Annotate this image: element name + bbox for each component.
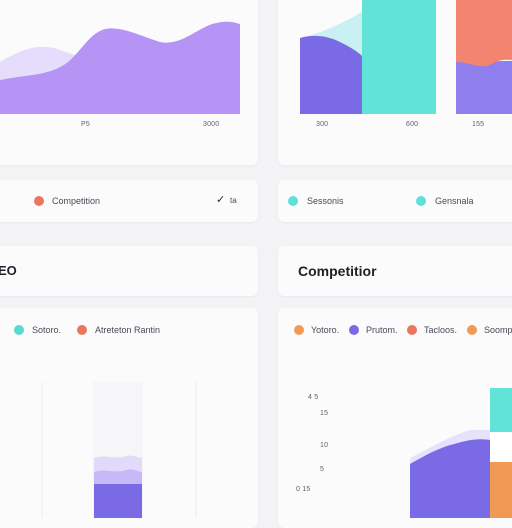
legend-dot [77, 325, 87, 335]
top-left-chart-card: P5 3000 [0, 0, 258, 165]
legend-label-atreteton: Atreteton Rantin [95, 325, 161, 335]
section-title: EO [0, 263, 17, 278]
legend-label-gensnala: Gensnala [435, 196, 474, 206]
y-tick: 4 5 [308, 394, 319, 401]
right-bottom-chart [410, 388, 512, 518]
right-bottom-chart-card: Yotoro. Prutom. Tacloos. Soomp 4 5 15 10… [278, 308, 512, 528]
bar-indigo [94, 484, 142, 518]
legend-dot [14, 325, 24, 335]
x-tick: 300 [316, 121, 329, 128]
x-tick: P5 [81, 121, 90, 128]
x-tick: 3000 [203, 121, 220, 128]
left-section-header: EO [0, 246, 258, 296]
legend-dot [407, 325, 417, 335]
legend-label-soomp: Soomp [484, 325, 512, 335]
left-bottom-chart-card: Sotoro. Atreteton Rantin [0, 308, 258, 528]
top-left-area-chart [0, 21, 240, 115]
legend-dot [467, 325, 477, 335]
dropdown-value: ta [230, 196, 237, 205]
x-tick: 155 [472, 121, 485, 128]
legend-label-yotoro: Yotoro. [311, 325, 340, 335]
y-tick: 15 [320, 410, 329, 417]
bar-white [490, 432, 512, 462]
legend-dot [349, 325, 359, 335]
legend-label-prutom: Prutom. [366, 325, 398, 335]
bar-teal [490, 388, 512, 432]
legend-label-competition: Competition [52, 196, 101, 206]
area-series-indigo [300, 35, 362, 115]
top-right-mixed-chart [300, 0, 512, 115]
legend-label-tacloos: Tacloos. [424, 325, 458, 335]
checkmark-icon: ✓ [216, 194, 226, 206]
legend-row-right: Sessonis Gensnala [278, 180, 512, 222]
legend-dot [416, 196, 426, 206]
area-series-main [0, 21, 240, 115]
legend-row-left: Competition ✓ ta [0, 180, 258, 222]
left-bottom-chart [41, 382, 197, 518]
legend-dot [288, 196, 298, 206]
y-tick: 10 [320, 442, 329, 449]
section-title: Competitior [298, 263, 377, 279]
area-series-indigo-right [456, 60, 512, 114]
area-series-indigo [410, 439, 490, 518]
area-series-coral [456, 0, 512, 67]
legend-dropdown[interactable]: ✓ ta [212, 190, 250, 212]
legend-dot [294, 325, 304, 335]
y-tick: 0 15 [296, 486, 311, 493]
right-section-header: Competitior [278, 246, 512, 296]
y-tick: 5 [320, 466, 325, 473]
x-tick: 600 [406, 121, 419, 128]
legend-dot [34, 196, 44, 206]
legend-label-sotoro: Sotoro. [32, 325, 62, 335]
bar-orange [490, 462, 512, 518]
top-right-chart-card: 300 600 155 [278, 0, 512, 165]
legend-label-sessonis: Sessonis [307, 196, 344, 206]
bar-teal [362, 0, 436, 114]
